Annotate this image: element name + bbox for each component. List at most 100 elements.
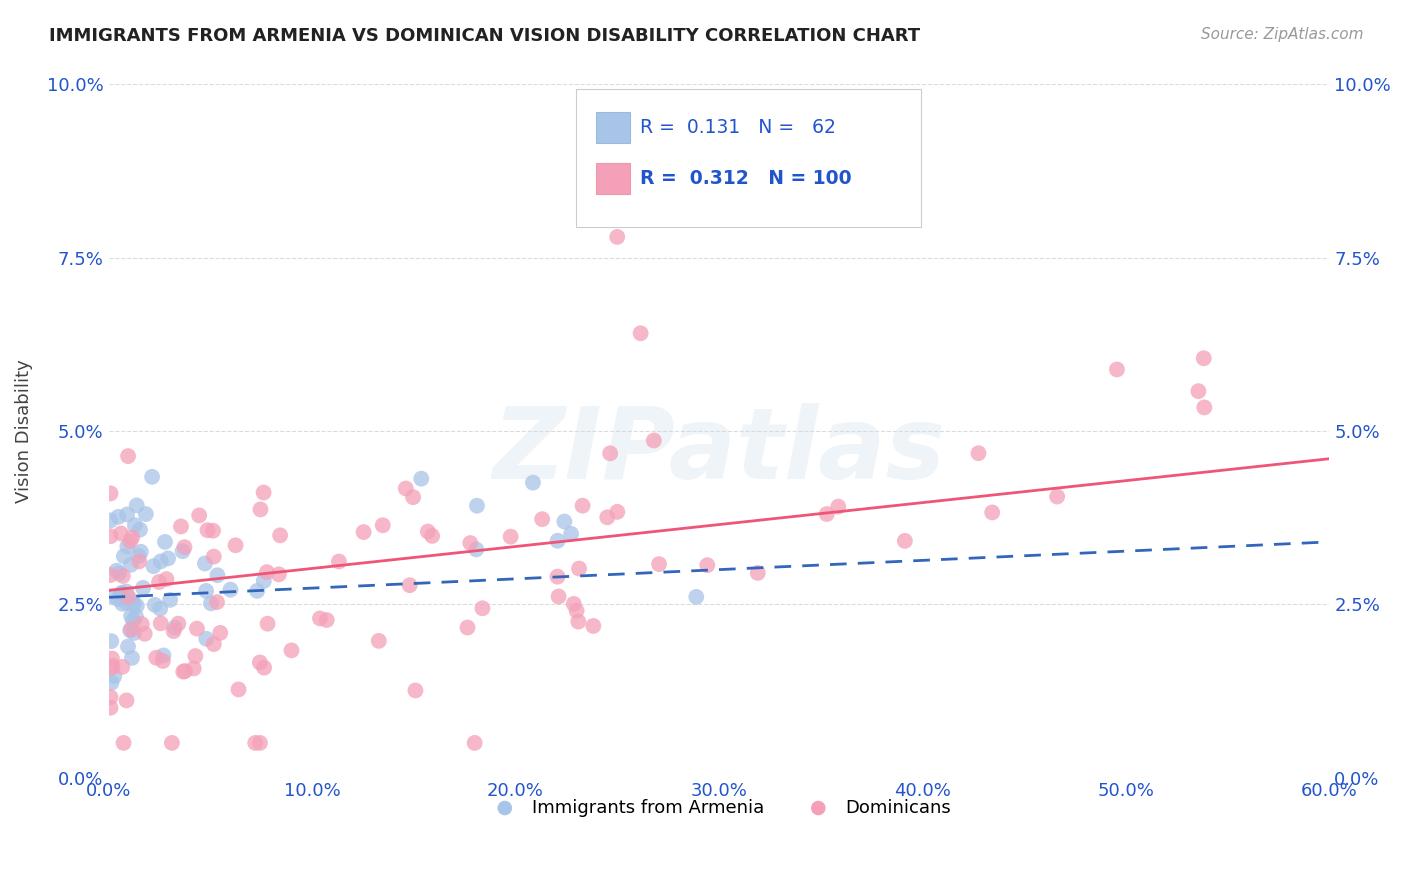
Point: [197, 523, 219, 537]
Point: [152, 648, 174, 663]
Point: [547, 533, 569, 548]
Point: [269, 528, 291, 542]
Y-axis label: Vision Disability: Vision Disability: [15, 359, 32, 503]
Point: [110, 587, 132, 601]
Point: [128, 549, 150, 563]
Point: [172, 544, 194, 558]
Point: [129, 545, 152, 559]
Point: [606, 230, 628, 244]
Point: [131, 617, 153, 632]
Point: [117, 640, 139, 654]
Point: [110, 526, 132, 541]
Point: [648, 557, 671, 571]
Point: [464, 736, 486, 750]
Point: [253, 574, 276, 588]
Point: [100, 568, 122, 582]
Point: [107, 592, 129, 607]
Point: [404, 683, 426, 698]
Point: [101, 658, 124, 673]
Point: [163, 621, 186, 635]
Point: [125, 499, 148, 513]
Point: [456, 621, 478, 635]
Point: [128, 554, 150, 568]
Text: ZIPatlas: ZIPatlas: [492, 403, 945, 500]
Point: [167, 616, 190, 631]
Point: [157, 551, 180, 566]
Point: [162, 624, 184, 639]
Point: [200, 596, 222, 610]
Point: [458, 536, 481, 550]
Point: [202, 524, 225, 538]
Point: [416, 524, 439, 539]
Point: [367, 633, 389, 648]
Point: [155, 572, 177, 586]
Point: [188, 508, 211, 523]
Point: [100, 513, 122, 527]
Point: [195, 583, 218, 598]
Point: [143, 598, 166, 612]
Point: [253, 661, 276, 675]
Text: IMMIGRANTS FROM ARMENIA VS DOMINICAN VISION DISABILITY CORRELATION CHART: IMMIGRANTS FROM ARMENIA VS DOMINICAN VIS…: [49, 27, 921, 45]
Point: [149, 554, 172, 568]
Point: [522, 475, 544, 490]
Point: [209, 626, 232, 640]
Point: [117, 596, 139, 610]
Point: [149, 601, 172, 615]
Point: [100, 690, 122, 705]
Point: [111, 586, 134, 600]
Point: [160, 736, 183, 750]
Point: [120, 558, 142, 572]
Point: [353, 524, 375, 539]
Text: Source: ZipAtlas.com: Source: ZipAtlas.com: [1201, 27, 1364, 42]
Point: [1194, 401, 1216, 415]
Point: [565, 604, 588, 618]
Point: [132, 581, 155, 595]
Point: [148, 574, 170, 589]
Point: [567, 615, 589, 629]
Point: [228, 682, 250, 697]
Point: [245, 736, 267, 750]
Point: [134, 627, 156, 641]
Point: [100, 675, 122, 690]
Point: [547, 590, 569, 604]
Point: [747, 566, 769, 580]
Point: [122, 598, 145, 612]
Point: [560, 526, 582, 541]
Point: [103, 669, 125, 683]
Point: [195, 632, 218, 646]
Point: [202, 637, 225, 651]
Point: [471, 601, 494, 615]
Point: [141, 470, 163, 484]
Point: [100, 634, 122, 648]
Point: [465, 499, 488, 513]
Point: [249, 736, 271, 750]
Point: [547, 569, 569, 583]
Point: [186, 622, 208, 636]
Point: [571, 499, 593, 513]
Point: [105, 564, 128, 578]
Point: [170, 519, 193, 533]
Point: [553, 515, 575, 529]
Point: [120, 623, 142, 637]
Point: [328, 554, 350, 568]
Point: [630, 326, 652, 341]
Point: [531, 512, 554, 526]
Point: [499, 530, 522, 544]
Point: [120, 534, 142, 549]
Text: R =  0.312   N = 100: R = 0.312 N = 100: [640, 169, 852, 188]
Point: [107, 509, 129, 524]
Point: [402, 490, 425, 504]
Point: [115, 584, 138, 599]
Point: [117, 590, 139, 604]
Point: [225, 538, 247, 552]
Point: [100, 486, 122, 500]
Point: [599, 446, 621, 460]
Point: [256, 616, 278, 631]
Point: [395, 482, 418, 496]
Point: [420, 529, 443, 543]
Point: [1105, 362, 1128, 376]
Point: [121, 530, 143, 544]
Point: [100, 661, 122, 675]
Point: [112, 736, 135, 750]
Point: [202, 549, 225, 564]
